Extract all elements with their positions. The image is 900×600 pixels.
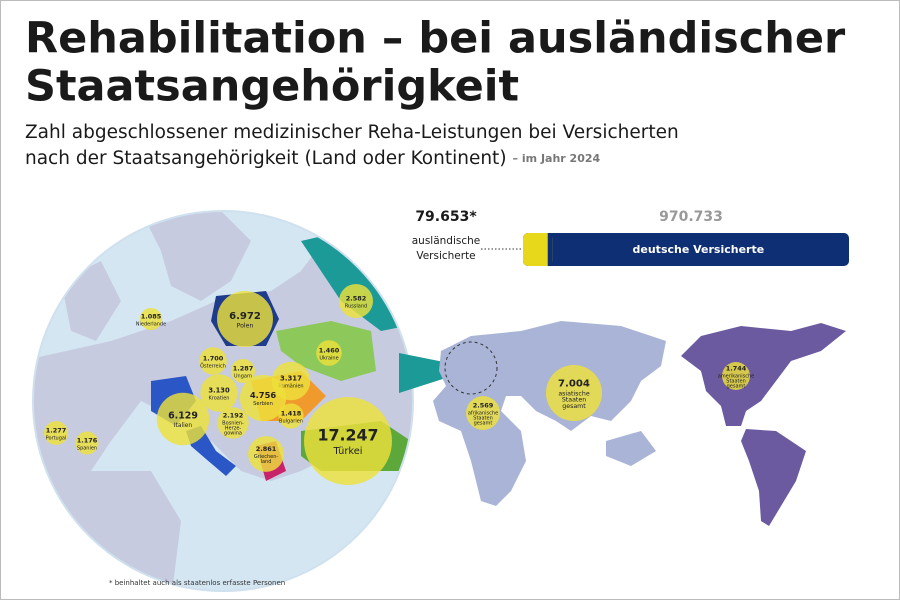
bubble-name: gesamt: [474, 420, 493, 426]
bubble-name: Bosnien-: [222, 420, 244, 426]
bubble: [338, 283, 374, 319]
bubble-name: amerikanische: [718, 373, 754, 379]
bubble-name: Staaten: [473, 415, 492, 421]
south-america: [741, 429, 806, 526]
bubble-name: gesamt: [562, 403, 586, 410]
bubble: [44, 421, 68, 445]
bubble-name: Ungarn: [234, 373, 252, 379]
north-america: [681, 323, 846, 426]
subtitle-row: nach der Staatsangehörigkeit (Land oder …: [25, 148, 601, 169]
bubble-value: 2.192: [223, 412, 244, 420]
title-line: Staatsangehörigkeit: [25, 62, 519, 112]
foreign-bar-edge: [547, 233, 553, 266]
callout: [399, 353, 449, 393]
bubble-value: 6.129: [168, 411, 198, 422]
bubble-name: Griechen-: [254, 454, 279, 460]
bubble: [722, 362, 750, 390]
bubble: [75, 431, 99, 455]
bubble-name: afrikanische: [468, 410, 498, 416]
bubble: [199, 347, 227, 375]
bubble-name: Spanien: [77, 445, 97, 451]
bubble-name: land: [261, 459, 272, 465]
bubble-name: Staaten: [562, 397, 586, 404]
bubble-value: 1.176: [77, 437, 98, 445]
bubble-value: 1.277: [46, 427, 67, 435]
bubble: [278, 403, 304, 429]
land: [141, 211, 251, 301]
bubble-value: 7.004: [558, 379, 590, 390]
bubble-value: 1.418: [281, 410, 302, 418]
subtitle-line: Zahl abgeschlossener medizinischer Reha-…: [25, 122, 679, 143]
bubble: [316, 340, 342, 366]
bubble-value: 3.130: [208, 387, 230, 395]
bubble-name: Rumänien: [278, 383, 303, 389]
bubble: [217, 291, 273, 347]
bubble-value: 1.085: [141, 313, 162, 321]
bubble-value: 6.972: [229, 311, 261, 322]
subtitle-line: nach der Staatsangehörigkeit (Land oder …: [25, 148, 507, 169]
foreign-bar: [523, 233, 553, 266]
world-map: [433, 321, 846, 526]
bubble-value: 4.756: [250, 390, 276, 400]
bubble-name: Niederlande: [136, 321, 166, 327]
bubble-value: 1.700: [203, 355, 224, 363]
bubble-name: gowina: [224, 430, 242, 436]
bubble-name: Serbien: [253, 401, 273, 407]
bubble: [466, 396, 500, 430]
foreign-count: 79.653*: [415, 209, 477, 225]
eurasia-africa: [433, 321, 666, 506]
bubble: [239, 374, 287, 422]
bubble: [200, 374, 238, 412]
bubble-name: Polen: [237, 323, 254, 330]
bubble-value: 3.317: [280, 375, 302, 383]
german-count: 970.733: [659, 209, 723, 225]
german-label: deutsche Versicherte: [633, 243, 765, 256]
bubble-value: 2.569: [473, 402, 494, 410]
bubble-value: 2.582: [346, 295, 367, 303]
bubble-value: 1.744: [726, 365, 747, 373]
bubble: [156, 392, 210, 446]
foreign-name: ausländische: [412, 235, 481, 247]
bubble-value: 1.287: [233, 365, 254, 373]
footnote: * beinhaltet auch als staatenlos erfasst…: [109, 579, 285, 587]
bubble-value: 1.460: [319, 347, 340, 355]
europe-marker: [444, 341, 498, 395]
bubble: [304, 397, 392, 485]
bubble-name: gesamt: [727, 383, 746, 389]
oceania: [606, 431, 656, 466]
foreign-name: Versicherte: [416, 250, 475, 262]
bubble-name: Österreich: [200, 362, 226, 369]
bubble-name: Türkei: [333, 446, 363, 457]
bubble-name: Kroatien: [209, 395, 230, 401]
bubble-name: Staaten: [726, 378, 745, 384]
german-bar: [523, 233, 849, 266]
bubble: [139, 307, 163, 331]
year-note: – im Jahr 2024: [513, 152, 601, 165]
bubble-name: Portugal: [46, 435, 67, 441]
bubble-value: 17.247: [317, 426, 378, 445]
bubble-value: 2.861: [256, 445, 277, 453]
bubble: [230, 358, 256, 384]
comparison-bar: deutsche Versicherte: [523, 233, 849, 266]
title-line: Rehabilitation – bei ausländischer: [25, 14, 846, 64]
bubble: [248, 436, 284, 472]
bubble-name: Ukraine: [319, 355, 338, 361]
bubble-name: Herze-: [225, 425, 242, 431]
bubble-name: Russland: [345, 303, 367, 309]
bubble: [545, 364, 603, 422]
bubble: [217, 407, 249, 439]
bubble-name: asiatische: [558, 390, 589, 397]
bubble-name: Italien: [174, 423, 192, 429]
map-circle: [32, 210, 414, 592]
bubble-name: Bulgarien: [279, 418, 303, 424]
